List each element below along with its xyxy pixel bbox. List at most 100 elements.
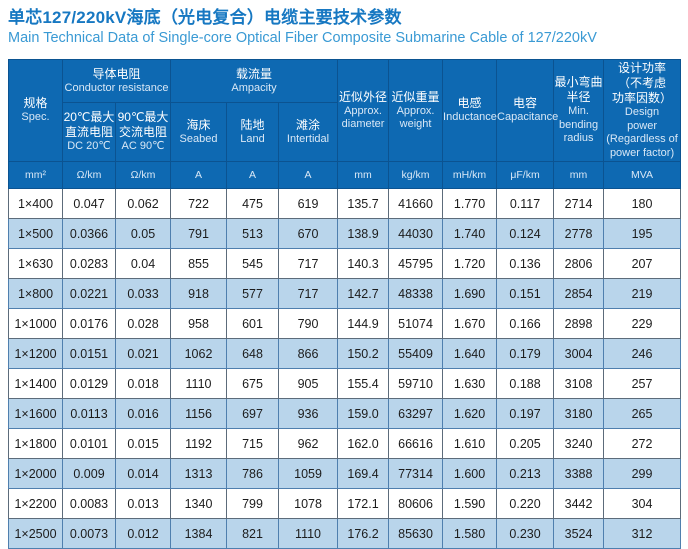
table-row: 1×1800 0.0101 0.015 1192 715 962 162.0 66616 1.6… bbox=[8, 428, 682, 459]
header-row-groups: 规格 Spec. 导体电阻 Conductor resistance 载流量 A… bbox=[8, 58, 682, 162]
table-cell: 0.021 bbox=[114, 338, 172, 369]
table-cell: 2778 bbox=[553, 218, 605, 249]
table-cell: 1×500 bbox=[8, 218, 63, 249]
table-cell: 670 bbox=[278, 218, 339, 249]
table-cell: 0.047 bbox=[62, 188, 116, 219]
table-row: 1×500 0.0366 0.05 791 513 670 138.9 44030 1.740 0… bbox=[8, 218, 682, 249]
table-cell: 675 bbox=[226, 368, 280, 399]
table-cell: 63297 bbox=[388, 398, 444, 429]
table-cell: 3108 bbox=[553, 368, 605, 399]
unit-inductance: mH/km bbox=[442, 161, 498, 189]
table-cell: 475 bbox=[226, 188, 280, 219]
table-cell: 304 bbox=[603, 488, 682, 519]
table-cell: 962 bbox=[278, 428, 339, 459]
table-cell: 545 bbox=[226, 248, 280, 279]
col-header-bending-zh: 最小弯曲 半径 bbox=[554, 75, 603, 105]
table-cell: 312 bbox=[603, 518, 682, 549]
table-cell: 142.7 bbox=[337, 278, 390, 309]
table-cell: 1059 bbox=[278, 458, 339, 489]
table-cell: 0.062 bbox=[114, 188, 172, 219]
ampacity-group-en: Ampacity bbox=[231, 81, 277, 94]
table-cell: 1×400 bbox=[8, 188, 63, 219]
col-header-spec-en: Spec. bbox=[21, 111, 50, 124]
table-cell: 0.013 bbox=[114, 488, 172, 519]
table-cell: 2898 bbox=[553, 308, 605, 339]
table-cell: 577 bbox=[226, 278, 280, 309]
table-cell: 0.124 bbox=[496, 218, 555, 249]
table-cell: 1384 bbox=[170, 518, 228, 549]
table-cell: 155.4 bbox=[337, 368, 390, 399]
col-header-capacitance: 电容 Capacitance bbox=[496, 59, 558, 162]
table-cell: 180 bbox=[603, 188, 682, 219]
table-cell: 0.009 bbox=[62, 458, 116, 489]
table-cell: 513 bbox=[226, 218, 280, 249]
unit-dc: Ω/km bbox=[62, 161, 116, 189]
table-cell: 1.600 bbox=[442, 458, 498, 489]
table-cell: 80606 bbox=[388, 488, 444, 519]
col-header-design-power: 设计功率 （不考虑 功率因数） Design power (Regardless… bbox=[603, 59, 682, 162]
resistance-group-zh: 导体电阻 bbox=[92, 66, 141, 81]
unit-ac: Ω/km bbox=[114, 161, 172, 189]
table-cell: 715 bbox=[226, 428, 280, 459]
table-cell: 0.166 bbox=[496, 308, 555, 339]
col-header-capacitance-zh: 电容 bbox=[513, 96, 538, 111]
table-cell: 144.9 bbox=[337, 308, 390, 339]
table-cell: 3524 bbox=[553, 518, 605, 549]
table-cell: 3388 bbox=[553, 458, 605, 489]
table-cell: 1192 bbox=[170, 428, 228, 459]
col-header-inductance: 电感 Inductance bbox=[442, 59, 498, 162]
table-cell: 159.0 bbox=[337, 398, 390, 429]
col-header-spec-zh: 规格 bbox=[23, 96, 48, 111]
table-cell: 59710 bbox=[388, 368, 444, 399]
table-cell: 1×1400 bbox=[8, 368, 63, 399]
table-cell: 162.0 bbox=[337, 428, 390, 459]
table-cell: 0.0073 bbox=[62, 518, 116, 549]
table-cell: 51074 bbox=[388, 308, 444, 339]
table-cell: 85630 bbox=[388, 518, 444, 549]
table-cell: 1.620 bbox=[442, 398, 498, 429]
col-header-intertidal: 滩涂 Intertidal bbox=[278, 102, 339, 162]
col-header-seabed-zh: 海床 bbox=[186, 117, 211, 132]
table-cell: 1.740 bbox=[442, 218, 498, 249]
table-cell: 0.0151 bbox=[62, 338, 116, 369]
col-header-dc-resistance: 20℃最大 直流电阻 DC 20℃ bbox=[62, 102, 116, 162]
table-row: 1×1400 0.0129 0.018 1110 675 905 155.4 59710 1.6… bbox=[8, 368, 682, 399]
table-cell: 135.7 bbox=[337, 188, 390, 219]
unit-weight: kg/km bbox=[388, 161, 444, 189]
table-cell: 1×2500 bbox=[8, 518, 63, 549]
spec-table: 规格 Spec. 导体电阻 Conductor resistance 载流量 A… bbox=[8, 58, 682, 549]
unit-bending: mm bbox=[553, 161, 605, 189]
unit-land: A bbox=[226, 161, 280, 189]
table-cell: 1×1000 bbox=[8, 308, 63, 339]
table-cell: 722 bbox=[170, 188, 228, 219]
col-header-ampacity-group: 载流量 Ampacity bbox=[170, 58, 339, 104]
table-cell: 172.1 bbox=[337, 488, 390, 519]
table-cell: 1156 bbox=[170, 398, 228, 429]
col-header-intertidal-en: Intertidal bbox=[286, 132, 330, 145]
table-cell: 0.188 bbox=[496, 368, 555, 399]
table-cell: 3240 bbox=[553, 428, 605, 459]
table-cell: 790 bbox=[278, 308, 339, 339]
table-cell: 0.151 bbox=[496, 278, 555, 309]
col-header-diameter-en: Approx. diameter bbox=[341, 104, 385, 131]
resistance-group-en: Conductor resistance bbox=[64, 81, 169, 94]
table-cell: 219 bbox=[603, 278, 682, 309]
table-cell: 1.720 bbox=[442, 248, 498, 279]
table-cell: 619 bbox=[278, 188, 339, 219]
table-cell: 1×800 bbox=[8, 278, 63, 309]
table-cell: 821 bbox=[226, 518, 280, 549]
table-cell: 958 bbox=[170, 308, 228, 339]
table-cell: 1340 bbox=[170, 488, 228, 519]
table-cell: 176.2 bbox=[337, 518, 390, 549]
table-cell: 246 bbox=[603, 338, 682, 369]
table-cell: 1×630 bbox=[8, 248, 63, 279]
table-cell: 1.770 bbox=[442, 188, 498, 219]
table-cell: 1.580 bbox=[442, 518, 498, 549]
table-cell: 229 bbox=[603, 308, 682, 339]
table-cell: 44030 bbox=[388, 218, 444, 249]
table-cell: 0.0113 bbox=[62, 398, 116, 429]
table-cell: 0.0083 bbox=[62, 488, 116, 519]
col-header-seabed-en: Seabed bbox=[179, 132, 218, 145]
table-cell: 0.015 bbox=[114, 428, 172, 459]
table-cell: 0.014 bbox=[114, 458, 172, 489]
